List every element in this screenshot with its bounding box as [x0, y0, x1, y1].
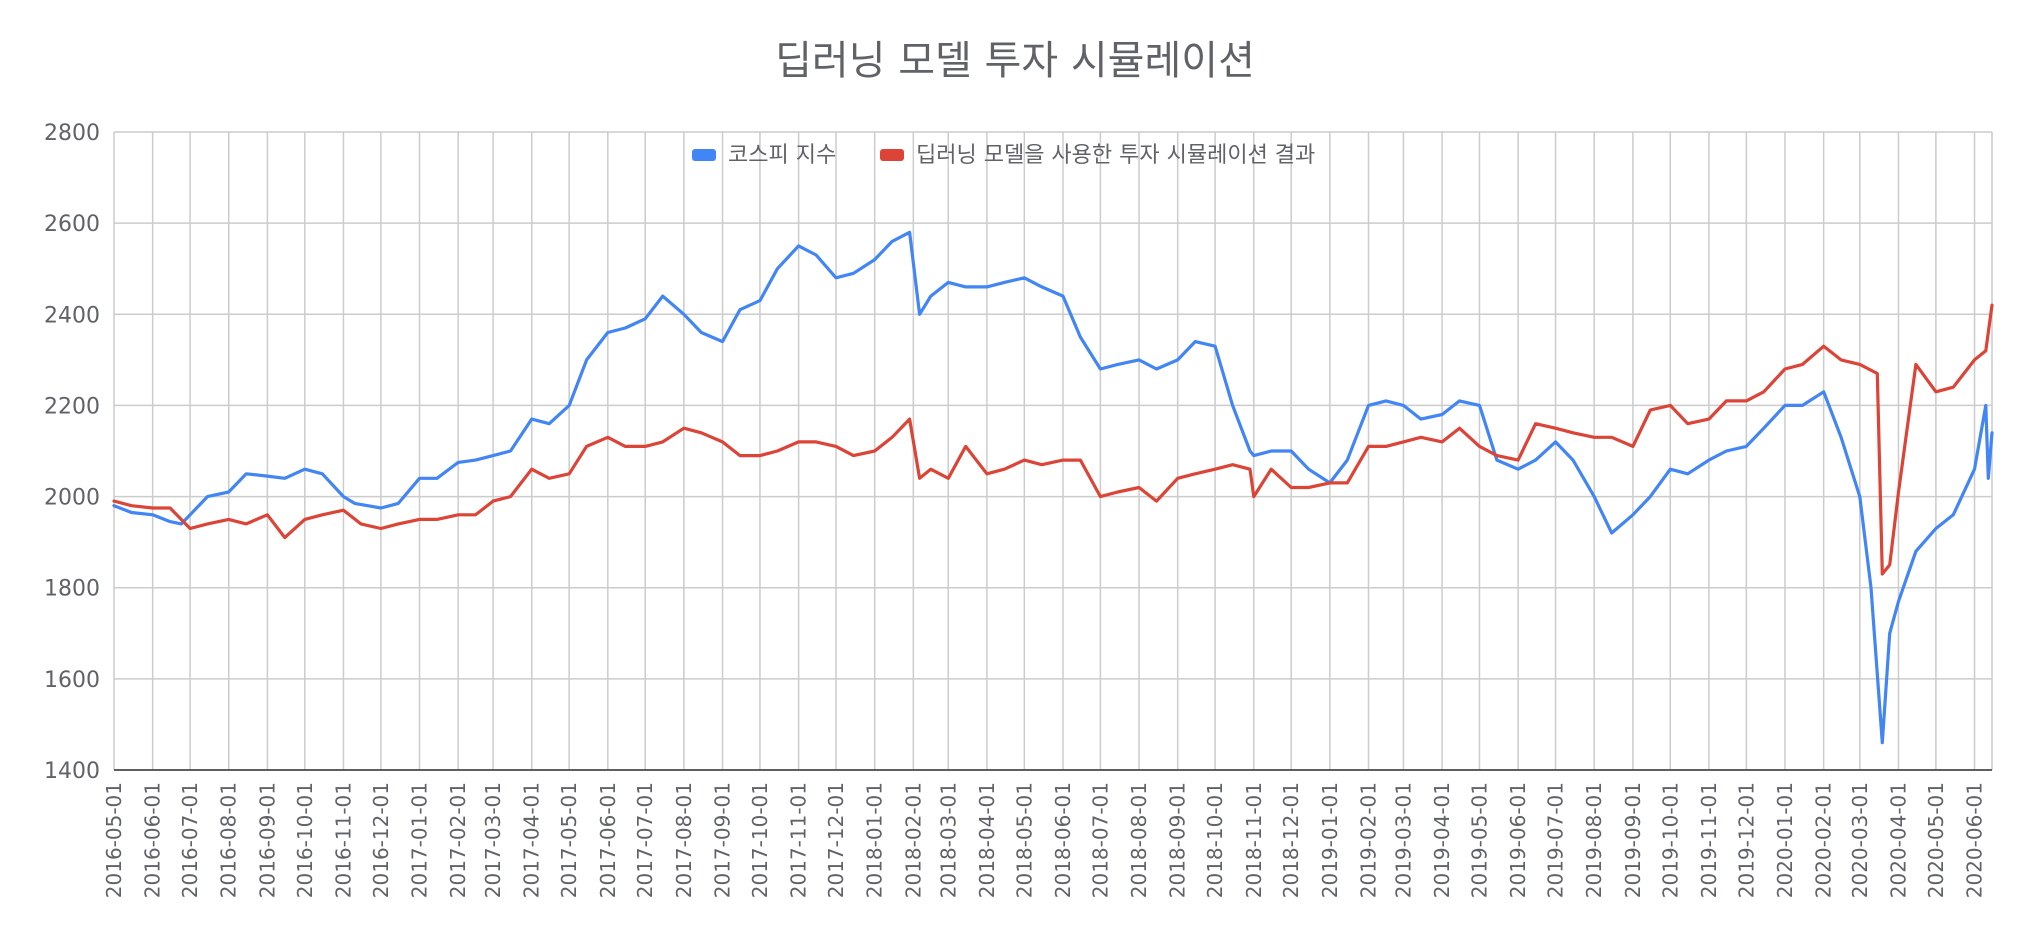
y-tick-label: 1800 [44, 577, 100, 602]
x-tick-label: 2018-12-01 [1279, 782, 1303, 898]
x-tick-label: 2020-06-01 [1963, 782, 1987, 898]
y-tick-label: 2600 [44, 212, 100, 237]
x-tick-label: 2017-04-01 [520, 782, 544, 898]
x-tick-label: 2016-12-01 [369, 782, 393, 898]
x-tick-label: 2020-04-01 [1886, 782, 1910, 898]
x-tick-label: 2017-02-01 [446, 782, 470, 898]
x-tick-label: 2018-03-01 [936, 782, 960, 898]
x-tick-label: 2020-05-01 [1924, 782, 1948, 898]
x-tick-label: 2017-12-01 [824, 782, 848, 898]
x-tick-label: 2018-07-01 [1088, 782, 1112, 898]
x-tick-label: 2016-10-01 [293, 782, 317, 898]
x-tick-label: 2016-07-01 [178, 782, 202, 898]
x-axis-ticks: 2016-05-01 2016-06-01 2016-07-01 2016-08-01… [102, 782, 1987, 898]
x-tick-label: 2019-05-01 [1467, 782, 1491, 898]
x-tick-label: 2016-06-01 [141, 782, 165, 898]
x-tick-label: 2019-03-01 [1391, 782, 1415, 898]
x-tick-label: 2018-02-01 [901, 782, 925, 898]
y-axis-ticks: 1400 1600 1800 2000 2200 2400 2600 2800 [44, 121, 100, 784]
gridlines [113, 131, 1993, 771]
x-tick-label: 2017-10-01 [748, 782, 772, 898]
legend-item-kospi: 코스피 지수 [692, 143, 836, 168]
x-tick-label: 2018-11-01 [1242, 782, 1266, 898]
x-tick-label: 2017-03-01 [481, 782, 505, 898]
legend-item-model: 딥러닝 모델을 사용한 투자 시뮬레이션 결과 [880, 143, 1315, 168]
y-tick-label: 1600 [44, 668, 100, 693]
y-tick-label: 1400 [44, 759, 100, 784]
x-tick-label: 2020-03-01 [1848, 782, 1872, 898]
x-tick-label: 2019-01-01 [1318, 782, 1342, 898]
x-tick-label: 2017-08-01 [672, 782, 696, 898]
x-tick-label: 2017-05-01 [557, 782, 581, 898]
x-tick-label: 2019-07-01 [1544, 782, 1568, 898]
x-tick-label: 2018-05-01 [1012, 782, 1036, 898]
x-tick-label: 2019-06-01 [1506, 782, 1530, 898]
legend-label-kospi: 코스피 지수 [728, 143, 836, 168]
x-tick-label: 2020-02-01 [1812, 782, 1836, 898]
legend: 코스피 지수 딥러닝 모델을 사용한 투자 시뮬레이션 결과 [692, 143, 1315, 168]
x-tick-label: 2019-09-01 [1621, 782, 1645, 898]
x-tick-label: 2018-09-01 [1166, 782, 1190, 898]
x-tick-label: 2019-04-01 [1430, 782, 1454, 898]
y-tick-label: 2000 [44, 486, 100, 511]
x-tick-label: 2017-09-01 [711, 782, 735, 898]
x-tick-label: 2018-04-01 [975, 782, 999, 898]
series-line-1 [112, 303, 1994, 576]
y-tick-label: 2800 [44, 121, 100, 146]
legend-label-model: 딥러닝 모델을 사용한 투자 시뮬레이션 결과 [916, 143, 1315, 168]
x-tick-label: 2018-08-01 [1127, 782, 1151, 898]
x-tick-label: 2016-05-01 [102, 782, 126, 898]
legend-swatch-kospi [692, 149, 716, 161]
series-line-0 [112, 230, 1994, 745]
y-tick-label: 2400 [44, 303, 100, 328]
x-tick-label: 2017-01-01 [408, 782, 432, 898]
chart-title: 딥러닝 모델 투자 시뮬레이션 [775, 38, 1255, 84]
x-tick-label: 2020-01-01 [1773, 782, 1797, 898]
x-tick-label: 2016-09-01 [255, 782, 279, 898]
x-tick-label: 2017-11-01 [787, 782, 811, 898]
y-tick-label: 2200 [44, 394, 100, 419]
legend-swatch-model [880, 149, 904, 161]
series-lines [112, 230, 1994, 745]
x-tick-label: 2016-11-01 [331, 782, 355, 898]
x-tick-label: 2019-12-01 [1734, 782, 1758, 898]
x-tick-label: 2018-10-01 [1203, 782, 1227, 898]
x-tick-label: 2019-02-01 [1356, 782, 1380, 898]
x-tick-label: 2017-07-01 [633, 782, 657, 898]
x-tick-label: 2017-06-01 [596, 782, 620, 898]
x-tick-label: 2019-08-01 [1582, 782, 1606, 898]
x-tick-label: 2018-01-01 [863, 782, 887, 898]
x-tick-label: 2016-08-01 [217, 782, 241, 898]
x-tick-label: 2018-06-01 [1051, 782, 1075, 898]
x-tick-label: 2019-10-01 [1658, 782, 1682, 898]
x-tick-label: 2019-11-01 [1697, 782, 1721, 898]
